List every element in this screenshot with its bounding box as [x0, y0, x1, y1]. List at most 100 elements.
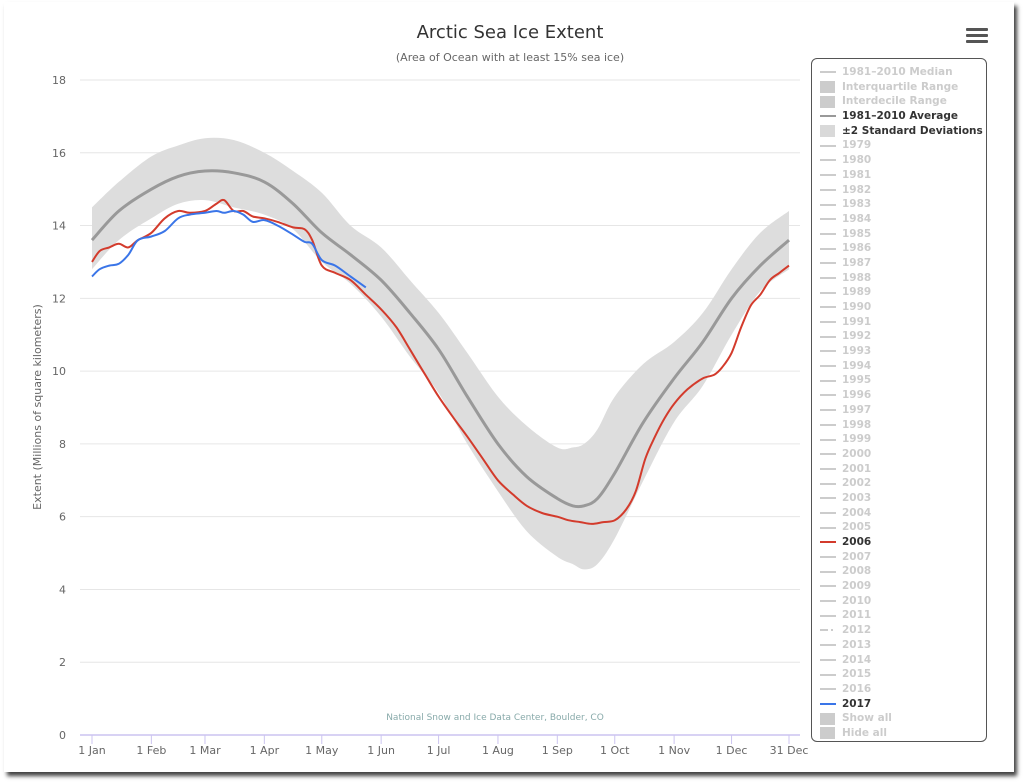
legend-item-2000[interactable]: 2000 [812, 447, 986, 462]
legend-item-2005[interactable]: 2005 [812, 520, 986, 535]
series-line-2006 [91, 198, 790, 525]
legend-item--2-standard-deviations[interactable]: ±2 Standard Deviations [812, 124, 986, 139]
legend-item-1979[interactable]: 1979 [812, 138, 986, 153]
legend-label: 2007 [842, 550, 872, 563]
legend-symbol-line-icon [820, 291, 836, 294]
legend-symbol-line-icon [820, 497, 836, 500]
legend-symbol-line-icon [820, 570, 836, 573]
legend-item-1987[interactable]: 1987 [812, 256, 986, 271]
legend-symbol-line-icon [820, 350, 836, 353]
legend-symbol-dash-icon [820, 629, 836, 632]
legend-item-interdecile-range[interactable]: Interdecile Range [812, 94, 986, 109]
legend-item-1992[interactable]: 1992 [812, 329, 986, 344]
legend-symbol-line-icon [820, 585, 836, 588]
legend-item-1993[interactable]: 1993 [812, 344, 986, 359]
legend-item-2016[interactable]: 2016 [812, 682, 986, 697]
chart-subtitle: (Area of Ocean with at least 15% sea ice… [395, 51, 625, 64]
legend-label: 2000 [842, 447, 872, 460]
legend-item-1985[interactable]: 1985 [812, 227, 986, 242]
legend-label: ±2 Standard Deviations [842, 124, 983, 137]
legend-symbol-line-icon [820, 423, 836, 426]
legend-label: 1980 [842, 154, 872, 167]
legend-item-1990[interactable]: 1990 [812, 300, 986, 315]
legend-item-2008[interactable]: 2008 [812, 564, 986, 579]
legend-item-1994[interactable]: 1994 [812, 359, 986, 374]
legend-label: 1984 [842, 212, 872, 225]
x-tick-label: 1 Feb [136, 744, 166, 757]
legend-item-2012[interactable]: 2012 [812, 623, 986, 638]
legend-item-2003[interactable]: 2003 [812, 491, 986, 506]
legend-item-1981-2010-median[interactable]: 1981–2010 Median [812, 65, 986, 80]
legend-item-2004[interactable]: 2004 [812, 506, 986, 521]
legend-symbol-line-icon [820, 614, 836, 617]
legend-item-1999[interactable]: 1999 [812, 432, 986, 447]
legend-item-1995[interactable]: 1995 [812, 373, 986, 388]
legend-symbol-line-icon [820, 262, 836, 265]
x-tick-label: 1 Dec [716, 744, 748, 757]
legend-item-1983[interactable]: 1983 [812, 197, 986, 212]
credit-text: National Snow and Ice Data Center, Bould… [386, 713, 604, 723]
legend-item-2013[interactable]: 2013 [812, 638, 986, 653]
legend-symbol-line-icon [820, 71, 836, 74]
legend-label: 1992 [842, 330, 872, 343]
legend-item-1991[interactable]: 1991 [812, 315, 986, 330]
legend-label: 2009 [842, 580, 872, 593]
legend-item-1988[interactable]: 1988 [812, 271, 986, 286]
legend-label: 1988 [842, 271, 872, 284]
y-tick-label: 16 [52, 147, 66, 160]
legend-symbol-line-icon [820, 321, 836, 324]
legend-item-1984[interactable]: 1984 [812, 212, 986, 227]
legend-item-2007[interactable]: 2007 [812, 550, 986, 565]
legend-symbol-box-icon [820, 125, 835, 138]
y-tick-label: 10 [52, 365, 66, 378]
legend-item-2009[interactable]: 2009 [812, 579, 986, 594]
legend-symbol-box-icon [820, 81, 835, 94]
legend-symbol-line-icon [820, 335, 836, 338]
legend-item-1981-2010-average[interactable]: 1981–2010 Average [812, 109, 986, 124]
legend-symbol-line-icon [820, 658, 836, 661]
legend-item-1982[interactable]: 1982 [812, 183, 986, 198]
x-tick-label: 1 Jun [367, 744, 395, 757]
legend-item-show-all[interactable]: Show all [812, 711, 986, 726]
legend-item-hide-all[interactable]: Hide all [812, 726, 986, 741]
x-tick-label: 1 Jan [78, 744, 105, 757]
legend-symbol-box-icon [820, 727, 835, 740]
legend-symbol-line-icon [820, 526, 836, 529]
legend-item-2006[interactable]: 2006 [812, 535, 986, 550]
legend-symbol-line-icon [820, 673, 836, 676]
legend-item-1981[interactable]: 1981 [812, 168, 986, 183]
legend-symbol-line-icon [820, 174, 836, 177]
legend-item-interquartile-range[interactable]: Interquartile Range [812, 80, 986, 95]
legend-item-2010[interactable]: 2010 [812, 594, 986, 609]
legend-item-2011[interactable]: 2011 [812, 608, 986, 623]
legend-item-1998[interactable]: 1998 [812, 418, 986, 433]
y-tick-label: 6 [59, 511, 66, 524]
series-line-1981-2010-average [90, 169, 791, 509]
hamburger-menu-icon[interactable] [966, 28, 988, 46]
legend-label: 1981–2010 Average [842, 110, 958, 123]
legend-label: 2016 [842, 682, 872, 695]
legend-symbol-line-icon [820, 409, 836, 412]
legend-symbol-line-icon [820, 394, 836, 397]
legend-item-2002[interactable]: 2002 [812, 476, 986, 491]
x-tick-label: 1 Sep [542, 744, 573, 757]
legend-item-2001[interactable]: 2001 [812, 462, 986, 477]
legend-label: 2001 [842, 462, 872, 475]
legend-symbol-line-icon [820, 218, 836, 221]
legend-item-1996[interactable]: 1996 [812, 388, 986, 403]
legend-item-1986[interactable]: 1986 [812, 241, 986, 256]
legend-item-1980[interactable]: 1980 [812, 153, 986, 168]
legend-symbol-line-icon [820, 511, 836, 514]
legend-symbol-line-icon [820, 467, 836, 470]
legend-item-1989[interactable]: 1989 [812, 285, 986, 300]
legend-item-2014[interactable]: 2014 [812, 653, 986, 668]
legend-item-1997[interactable]: 1997 [812, 403, 986, 418]
legend-item-2015[interactable]: 2015 [812, 667, 986, 682]
y-tick-label: 12 [52, 292, 66, 305]
legend-label: 1991 [842, 315, 872, 328]
legend-item-2017[interactable]: 2017 [812, 697, 986, 712]
legend-label: 2002 [842, 477, 872, 490]
legend-label: Interquartile Range [842, 80, 959, 93]
legend-label: 1987 [842, 256, 872, 269]
x-tick-label: 1 Oct [600, 744, 630, 757]
